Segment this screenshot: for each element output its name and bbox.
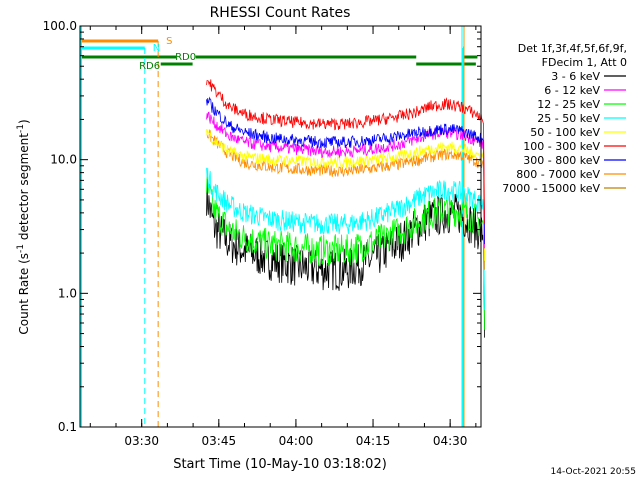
series-line [206, 79, 485, 224]
legend-label: 100 - 300 keV [523, 140, 600, 153]
legend-label: 7000 - 15000 keV [502, 182, 600, 195]
x-tick-label: 03:30 [124, 434, 159, 448]
series-line [206, 179, 485, 338]
y-axis-label: Count Rate (s-1 detector segment-1) [16, 119, 31, 334]
x-tick-label: 04:00 [279, 434, 314, 448]
plot-frame [79, 25, 482, 428]
legend-label: 800 - 7000 keV [516, 168, 600, 181]
svg-text:Count Rate (s-1 detector segme: Count Rate (s-1 detector segment-1) [16, 119, 31, 334]
series-line [206, 129, 485, 261]
series-line [206, 167, 485, 311]
legend-header-1: Det 1f,3f,4f,5f,6f,9f, [518, 42, 627, 55]
y-tick-label: 1.0 [58, 286, 77, 300]
x-axis-label: Start Time (10-May-10 03:18:02) [173, 457, 387, 472]
legend-label: 50 - 100 keV [530, 126, 600, 139]
y-label-end: ) [17, 119, 31, 124]
legend-label: 25 - 50 keV [537, 112, 600, 125]
legend-label: 300 - 800 keV [523, 154, 600, 167]
annot-n: N [153, 43, 160, 54]
x-tick-label: 04:30 [433, 434, 468, 448]
series-line [206, 174, 485, 330]
y-tick-label: 10.0 [50, 153, 77, 167]
y-tick-label: 100.0 [43, 19, 77, 33]
y-label-sup1: -1 [16, 244, 26, 253]
series-line [206, 111, 485, 249]
legend-label: 3 - 6 keV [551, 70, 600, 83]
x-tick-label: 04:15 [356, 434, 391, 448]
y-label-main: Count Rate (s [17, 253, 31, 335]
x-tick-label: 03:45 [202, 434, 237, 448]
y-label-mid: detector segment [17, 133, 31, 244]
legend-label: 12 - 25 keV [537, 98, 600, 111]
y-tick-label: 0.1 [58, 420, 77, 434]
annot-s: S [166, 36, 172, 47]
annot-rd6: RD6 [139, 61, 160, 72]
y-label-sup2: -1 [16, 124, 26, 133]
legend-header-2: FDecim 1, Att 0 [542, 56, 627, 69]
series-line [206, 129, 485, 270]
annot-rd0: RD0 [175, 52, 196, 63]
legend-label: 6 - 12 keV [544, 84, 600, 97]
footer-date: 14-Oct-2021 20:55 [551, 467, 636, 477]
chart-title: RHESSI Count Rates [210, 5, 351, 21]
series-line [206, 96, 485, 245]
